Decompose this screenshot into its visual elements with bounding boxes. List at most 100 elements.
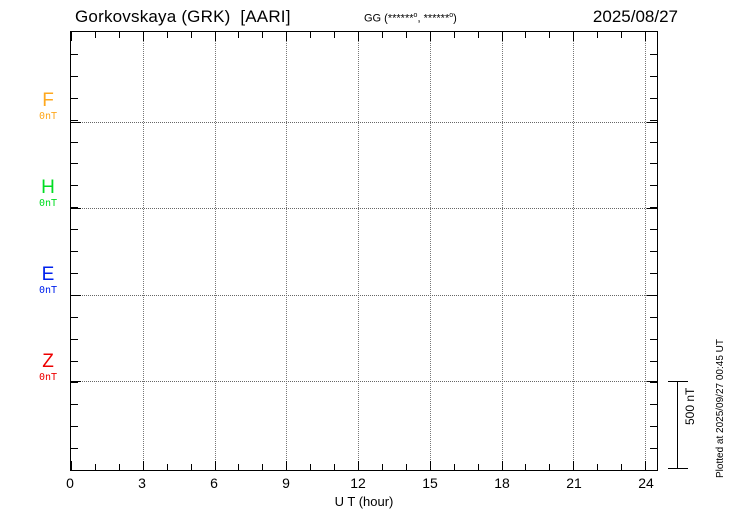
x-axis-tick-top [262,32,264,38]
y-axis-tick [71,338,78,340]
x-tick-label: 24 [638,475,654,491]
x-tick-label: 12 [350,475,366,491]
y-axis-tick [71,272,78,274]
x-axis-tick-top [238,32,240,38]
y-axis-tick [71,382,78,384]
y-axis-tick-right [650,53,657,55]
x-axis-tick [118,464,120,470]
x-axis-tick [501,461,503,470]
y-axis-tick [71,404,78,406]
y-axis-tick [71,229,78,231]
scale-bar-label: 500 nT [683,387,697,425]
x-axis-tick-top [573,32,575,41]
y-axis-tick-right [650,338,657,340]
baseline-tick-right-h [647,208,657,210]
y-axis-tick [71,97,78,99]
x-tick-label: 18 [494,475,510,491]
y-axis-tick-right [650,141,657,143]
x-tick-label: 21 [566,475,582,491]
x-axis-tick [262,464,264,470]
x-axis-tick-top [597,32,599,38]
x-axis-tick-top [429,32,431,41]
baseline-tick-right-f [647,121,657,123]
component-baseline-value-f: 0nT [38,110,58,122]
y-axis-tick [71,53,78,55]
grid-layer [71,32,657,470]
grid-line-vertical [286,32,288,470]
y-axis-tick-right [650,229,657,231]
plotted-timestamp: Plotted at 2025/09/27 00:45 UT [715,339,726,478]
x-axis-tick-top [190,32,192,38]
x-tick-label: 6 [210,475,218,491]
y-axis-tick [71,448,78,450]
y-axis-tick-right [650,382,657,384]
component-baseline-value-e: 0nT [38,285,58,296]
page-title: Gorkovskaya (GRK) [AARI] [75,7,291,26]
x-axis-tick [94,464,96,470]
scale-bar-bottom-cap [668,468,688,469]
x-axis-tick [525,464,527,470]
y-axis-tick [71,75,78,77]
grid-line-vertical [214,32,216,470]
x-tick-label: 15 [422,475,438,491]
x-axis-tick [214,461,216,470]
grid-line-vertical [142,32,144,470]
x-axis-tick-top [166,32,168,38]
x-axis-tick-top [286,32,288,41]
y-axis-tick-right [650,185,657,187]
component-label-e: E 0nT [28,265,68,297]
component-baseline-value-h: 0nT [38,198,58,209]
baseline-tick-f [71,121,81,123]
x-axis-tick-top [71,32,72,41]
gg-suffix: ) [453,12,457,25]
y-axis-tick [71,163,78,165]
x-axis-tick [71,461,72,470]
grid-line-vertical [429,32,431,470]
scale-bar [668,381,688,469]
component-label-z: Z 0nT [28,351,68,384]
observation-date: 2025/08/27 [592,7,678,26]
geographic-coordinates: GG (******o, ******o) [364,12,457,25]
grid-line-vertical [358,32,360,470]
x-axis-tick-top [94,32,96,38]
x-axis-tick [549,464,551,470]
component-letter-f: F [42,89,54,111]
x-axis-tick-top [549,32,551,38]
x-axis-tick [621,464,623,470]
y-axis-tick-right [650,404,657,406]
x-axis-tick [453,464,455,470]
y-axis-tick [71,207,78,209]
x-axis-title: U T (hour) [334,494,394,509]
x-axis-tick [190,464,192,470]
grid-line-vertical [501,32,503,470]
x-axis-tick [429,461,431,470]
scale-bar-stem [677,381,678,469]
x-axis-tick-top [381,32,383,38]
x-axis-tick [310,464,312,470]
x-axis-tick-top [214,32,216,41]
degree-symbol-lon: o [449,12,454,19]
baseline-tick-right-z [647,381,657,383]
component-label-f: F 0nT [28,89,68,123]
baseline-grid-h [71,208,657,210]
gg-separator: , [417,12,424,25]
y-axis-tick [71,251,78,252]
baseline-tick-h [71,208,81,210]
y-axis-tick-right [650,251,657,252]
x-axis-tick [573,461,575,470]
baseline-grid-z [71,381,657,383]
x-axis-tick-top [645,32,647,41]
x-axis-tick [645,461,647,470]
component-label-h: H 0nT [28,178,68,210]
baseline-tick-z [71,381,81,383]
plot-frame [70,31,658,471]
gg-prefix: GG ( [364,12,388,25]
grid-line-vertical [573,32,575,470]
x-axis-tick-top [621,32,623,38]
x-axis-tick-top [453,32,455,38]
x-axis-tick [334,464,336,470]
component-letter-e: E [41,264,55,285]
x-axis-tick-top [334,32,336,38]
x-axis-tick-top [310,32,312,38]
baseline-tick-e [71,294,81,296]
